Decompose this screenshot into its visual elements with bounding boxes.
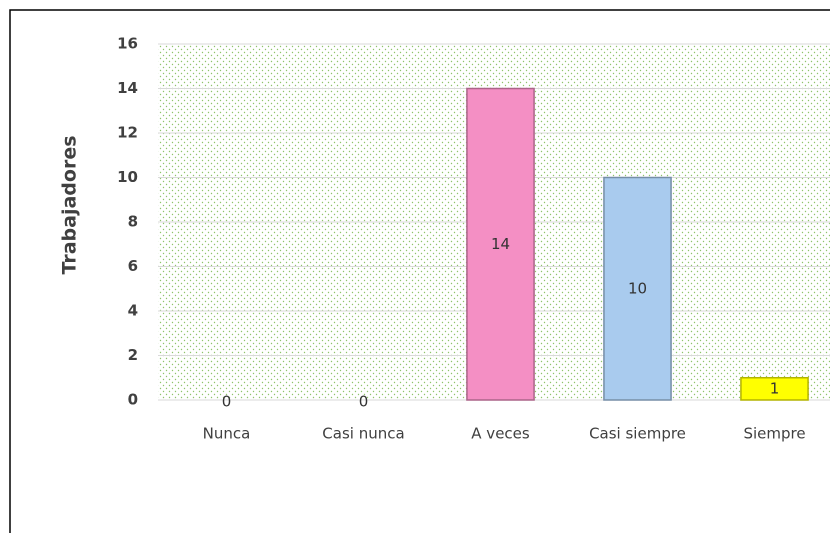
x-tick-label: Nunca xyxy=(203,425,251,443)
y-axis-label: Trabajadores xyxy=(59,135,81,274)
frame xyxy=(9,9,830,533)
y-tick-label: 10 xyxy=(117,168,138,186)
data-label: 0 xyxy=(359,393,369,411)
y-tick-label: 8 xyxy=(128,213,138,231)
y-tick-label: 2 xyxy=(128,346,138,364)
x-tick-label: Casi siempre xyxy=(589,425,686,443)
y-tick-label: 12 xyxy=(117,124,138,142)
x-tick-label: Siempre xyxy=(743,425,805,443)
data-label: 14 xyxy=(491,235,510,253)
y-tick-label: 0 xyxy=(128,391,138,409)
bar xyxy=(466,87,535,401)
x-tick-label: A veces xyxy=(471,425,530,443)
y-tick-label: 16 xyxy=(117,35,138,53)
data-label: 10 xyxy=(628,279,647,297)
y-tick-label: 4 xyxy=(128,302,138,320)
data-label: 1 xyxy=(770,379,780,397)
bar xyxy=(740,377,809,401)
y-tick-label: 14 xyxy=(117,79,138,97)
data-label: 0 xyxy=(222,393,232,411)
x-tick-label: Casi nunca xyxy=(322,425,404,443)
bar xyxy=(603,176,672,401)
y-tick-label: 6 xyxy=(128,257,138,275)
